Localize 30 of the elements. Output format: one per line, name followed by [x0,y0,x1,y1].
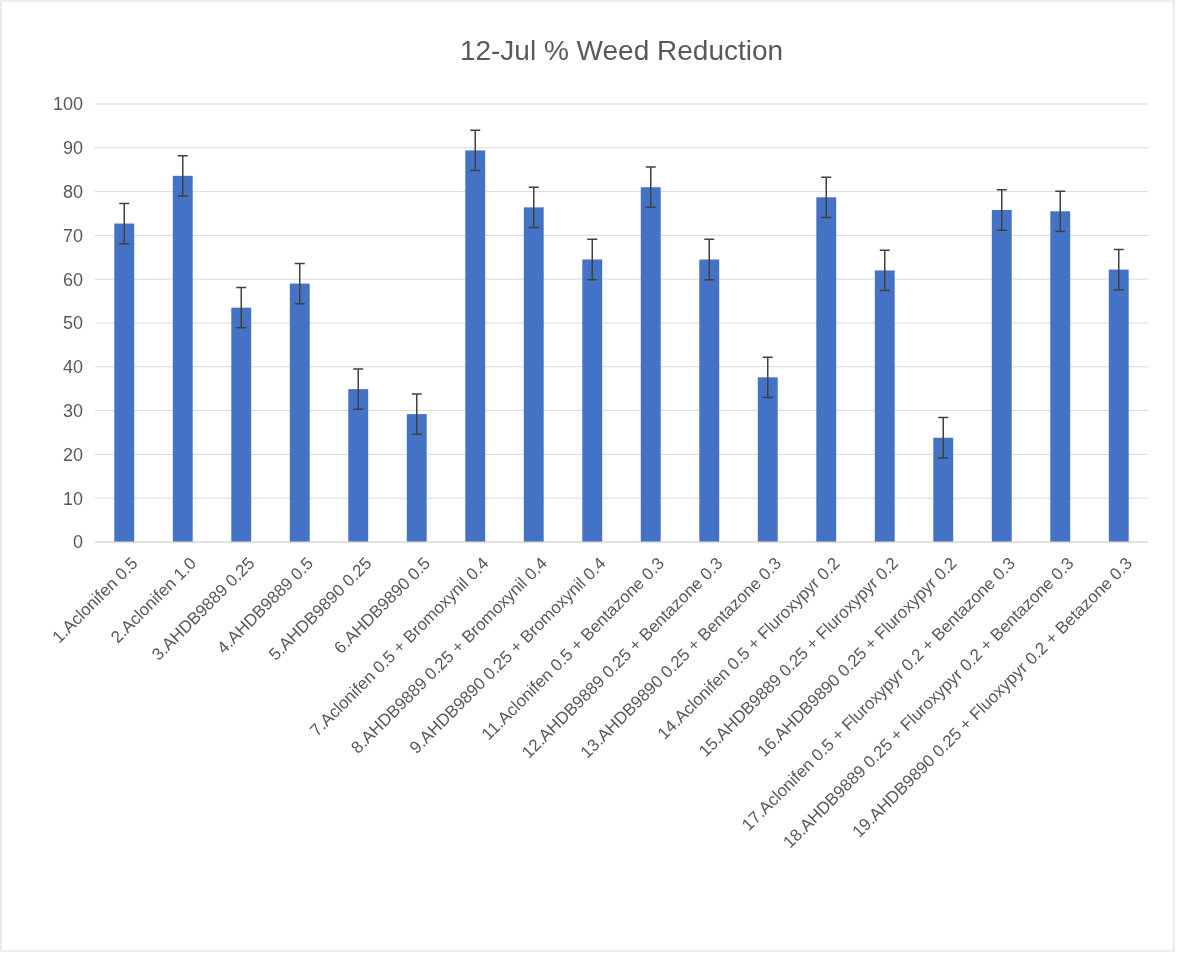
bar [874,270,895,542]
bar [699,259,720,542]
y-tick-label: 30 [62,400,83,421]
y-tick-label: 20 [62,444,83,465]
y-tick-label: 50 [62,313,83,334]
bar [757,377,778,542]
y-tick-label: 0 [72,532,83,553]
y-tick-label: 40 [62,357,83,378]
y-tick-label: 100 [52,94,83,115]
y-tick-label: 90 [62,138,83,159]
bar [465,150,486,542]
bar [289,283,310,542]
bar [1108,269,1129,542]
bar [231,307,252,542]
bar [523,207,544,542]
bar [816,197,837,542]
y-tick-label: 80 [62,181,83,202]
bar [1050,211,1071,542]
bar [991,210,1012,542]
bar [582,259,603,542]
y-tick-label: 10 [62,488,83,509]
bar [114,223,135,542]
bar [348,389,369,542]
y-tick-label: 60 [62,269,83,290]
bar [933,437,954,542]
bar [172,175,193,542]
bar [406,414,427,542]
y-tick-label: 70 [62,225,83,246]
bar [640,187,661,542]
chart-title: 12-Jul % Weed Reduction [459,35,784,66]
